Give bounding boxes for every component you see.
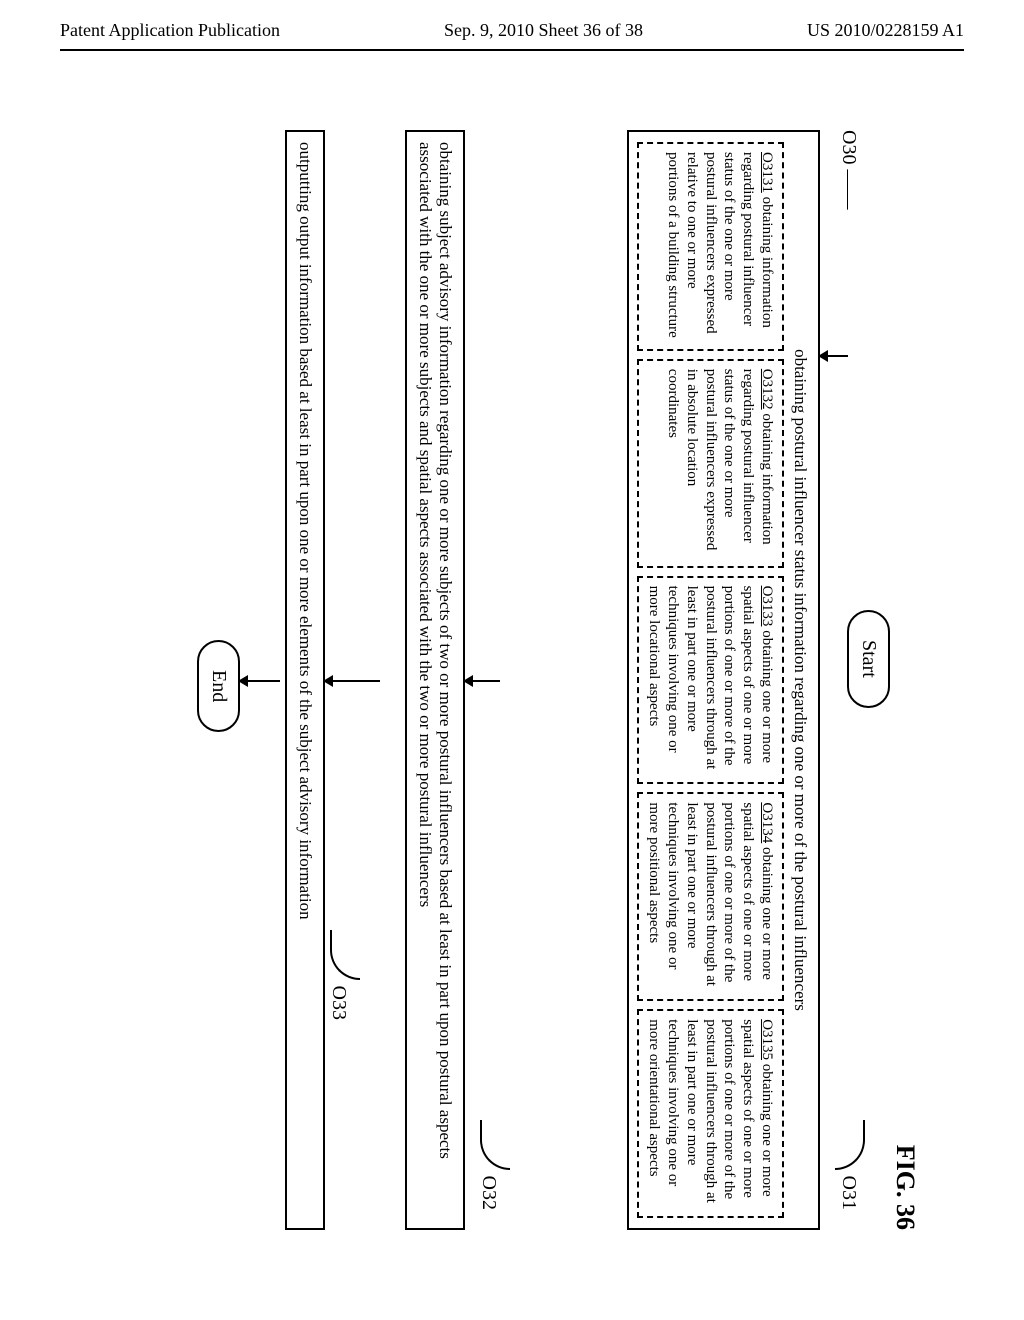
- step1-ref: O31: [837, 1176, 860, 1210]
- step1-sub-row: O3131 obtaining information regarding po…: [637, 142, 784, 1218]
- step2-text: obtaining subject advisory information r…: [415, 142, 455, 1218]
- arrow-start-to-step1: [820, 355, 848, 357]
- header-center: Sep. 9, 2010 Sheet 36 of 38: [444, 20, 643, 41]
- header-right: US 2010/0228159 A1: [807, 20, 964, 41]
- sub-box-o3131: O3131 obtaining information regarding po…: [637, 142, 784, 351]
- step2-ref: O32: [477, 1176, 500, 1210]
- header-left: Patent Application Publication: [60, 20, 280, 41]
- ref-curve-o33: [330, 930, 360, 980]
- arrow-step3-to-end: [240, 680, 280, 682]
- step3-box: outputting output information based at l…: [285, 130, 325, 1230]
- step3-ref: O33: [327, 986, 350, 1020]
- start-terminal: Start: [847, 610, 890, 708]
- figure-diagram: FIG. 36 O30 —— O31 Start obtaining postu…: [0, 280, 1024, 1080]
- ref-curve-o31: [835, 1120, 865, 1170]
- sub-box-o3132: O3132 obtaining information regarding po…: [637, 359, 784, 568]
- step1-box: obtaining postural influencer status inf…: [627, 130, 820, 1230]
- step2-box: obtaining subject advisory information r…: [405, 130, 465, 1230]
- end-terminal: End: [197, 640, 240, 732]
- header-divider: [60, 49, 964, 51]
- arrow-step1-to-step2: [465, 680, 500, 682]
- step3-text: outputting output information based at l…: [295, 142, 315, 1218]
- sub-box-o3133: O3133 obtaining one or more spatial aspe…: [637, 576, 784, 785]
- flow-ref: O30 ——: [837, 130, 860, 209]
- ref-curve-o32: [480, 1120, 510, 1170]
- figure-label: FIG. 36: [890, 1145, 920, 1230]
- sub-box-o3134: O3134 obtaining one or more spatial aspe…: [637, 792, 784, 1001]
- step1-title: obtaining postural influencer status inf…: [790, 142, 810, 1218]
- sub-box-o3135: O3135 obtaining one or more spatial aspe…: [637, 1009, 784, 1218]
- arrow-step2-to-step3: [325, 680, 380, 682]
